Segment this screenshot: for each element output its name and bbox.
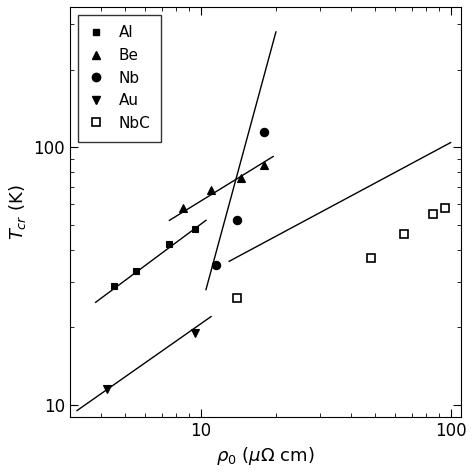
Nb: [262, 128, 267, 134]
Be: [180, 205, 186, 211]
Line: NbC: NbC: [233, 204, 449, 302]
Line: Nb: Nb: [212, 128, 269, 269]
Al: [133, 268, 138, 274]
X-axis label: $\rho_0$ ($\mu\Omega$ cm): $\rho_0$ ($\mu\Omega$ cm): [216, 445, 315, 467]
Au: [192, 330, 198, 336]
Legend: Al, Be, Nb, Au, NbC: Al, Be, Nb, Au, NbC: [78, 15, 161, 142]
NbC: [430, 211, 436, 217]
Line: Au: Au: [102, 329, 199, 393]
NbC: [234, 295, 240, 301]
Line: Al: Al: [110, 226, 199, 289]
Be: [262, 163, 267, 168]
Be: [208, 188, 214, 193]
Nb: [234, 218, 240, 223]
Be: [238, 175, 244, 181]
NbC: [368, 255, 374, 261]
Au: [104, 386, 109, 392]
Nb: [213, 262, 219, 267]
Al: [166, 241, 172, 247]
Al: [192, 227, 198, 232]
Y-axis label: $T_{cr}$ (K): $T_{cr}$ (K): [7, 184, 28, 239]
Line: Be: Be: [179, 161, 269, 212]
NbC: [401, 231, 407, 237]
NbC: [442, 205, 448, 211]
Al: [111, 283, 117, 289]
